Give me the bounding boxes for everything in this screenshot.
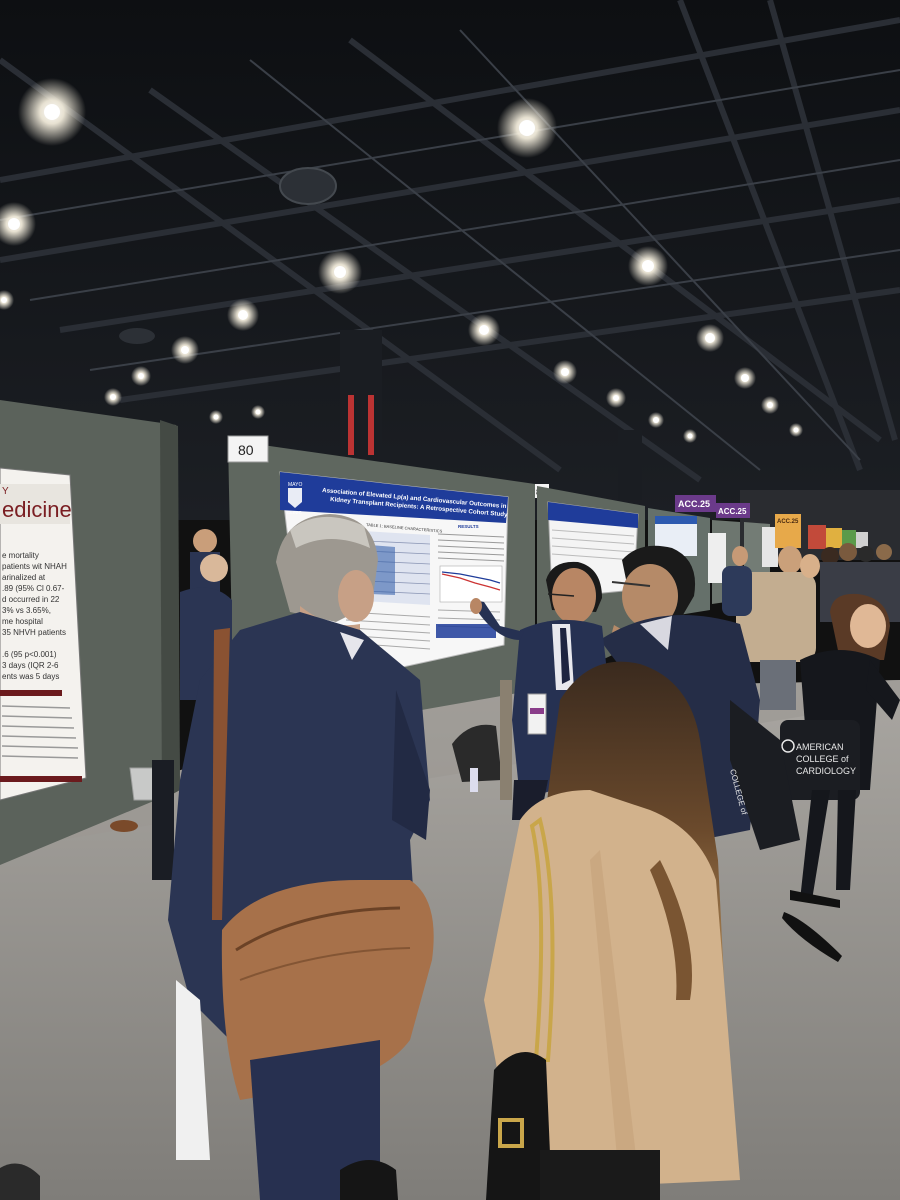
left-poster-text-block: e mortality patients wit NHAH arinalized… bbox=[2, 551, 67, 681]
acc-sign-label: ACC.25 bbox=[718, 507, 747, 516]
svg-text:CLINIC: CLINIC bbox=[287, 510, 303, 515]
left-poster-lines bbox=[1, 705, 79, 759]
ceiling-lights bbox=[0, 78, 803, 443]
left-poster-letter: Y bbox=[2, 486, 9, 497]
left-poster-line: d occurred in 22 bbox=[2, 595, 60, 604]
tote-bag-text: COLLEGE of bbox=[796, 754, 849, 764]
svg-text:MAYO: MAYO bbox=[288, 482, 302, 488]
acc-sign-label: ACC.25 bbox=[777, 519, 799, 525]
left-poster-line: 35 NHVH patients bbox=[2, 628, 66, 637]
tote-bag-text: AMERICAN bbox=[796, 742, 844, 752]
left-poster-line: me hospital bbox=[2, 617, 43, 626]
left-poster-line: 3 days (IQR 2-6 bbox=[2, 661, 59, 670]
center-poster-curve-chart bbox=[439, 565, 503, 603]
man-navy-blazer-grey-hair bbox=[168, 514, 434, 1200]
tote-bag-text: CARDIOLOGY bbox=[796, 766, 856, 776]
black-handbag bbox=[486, 1052, 552, 1200]
center-poster-results-text bbox=[437, 533, 505, 562]
left-poster-line: arinalized at bbox=[2, 573, 46, 582]
booth-number: 80 bbox=[238, 442, 254, 458]
background-crowd bbox=[110, 529, 900, 880]
acc-signs: ACC.25 ACC.25 ACC.25 bbox=[675, 495, 800, 526]
left-poster-line: .89 (95% Cl 0.67- bbox=[2, 584, 65, 593]
left-poster-line: e mortality bbox=[2, 551, 39, 560]
left-poster-line: ents was 5 days bbox=[2, 672, 59, 681]
ceiling-vent bbox=[279, 167, 337, 205]
center-poster-results-heading: RESULTS bbox=[458, 524, 479, 529]
mayo-clinic-logo: MAYO CLINIC bbox=[287, 482, 303, 515]
backpack bbox=[452, 724, 502, 782]
ceiling-trusses bbox=[0, 0, 900, 483]
acc-sign-label: ACC.25 bbox=[678, 499, 710, 509]
left-poster-title: edicine bbox=[2, 497, 72, 522]
center-poster-table-caption: TABLE 1: BASELINE CHARACTERISTICS bbox=[366, 522, 443, 534]
woman-black-jacket: AMERICAN COLLEGE of CARDIOLOGY bbox=[780, 593, 900, 962]
column bbox=[340, 330, 382, 470]
woman-tan-blazer bbox=[484, 661, 740, 1200]
left-poster-line: .6 (95 p<0.001) bbox=[2, 650, 57, 659]
booth-number-sign bbox=[227, 435, 269, 463]
left-poster-line: 3% vs 3.65%, bbox=[2, 606, 51, 615]
center-poster-header bbox=[280, 472, 508, 523]
left-poster-line: patients wit NHAH bbox=[2, 562, 67, 571]
leather-messenger-bag bbox=[221, 880, 434, 1100]
